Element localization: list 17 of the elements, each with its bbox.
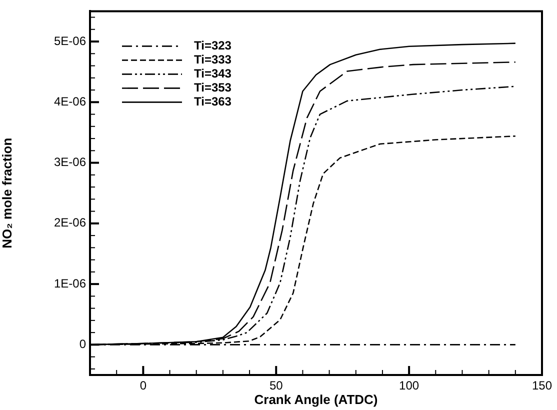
x-tick-label: 150 [532,378,552,393]
x-axis-title: Crank Angle (ATDC) [254,392,378,407]
y-axis-title: NO₂ mole fraction [0,138,14,248]
y-tick-label: 0 [79,336,86,351]
y-tick-label: 2E-06 [54,216,86,230]
legend-label: Ti=323 [194,38,232,53]
legend-label: Ti=343 [194,66,232,81]
y-tick-label: 3E-06 [54,155,86,170]
y-tick-label: 5E-06 [54,34,86,48]
legend-label: Ti=363 [194,94,232,109]
x-tick-label: 0 [140,378,147,393]
x-tick-label: 50 [269,378,284,393]
legend-label: Ti=333 [194,52,232,67]
x-tick-label: 100 [399,378,420,393]
y-tick-label: 1E-06 [54,276,86,290]
y-tick-label: 4E-06 [54,94,86,108]
legend-label: Ti=353 [194,80,232,95]
